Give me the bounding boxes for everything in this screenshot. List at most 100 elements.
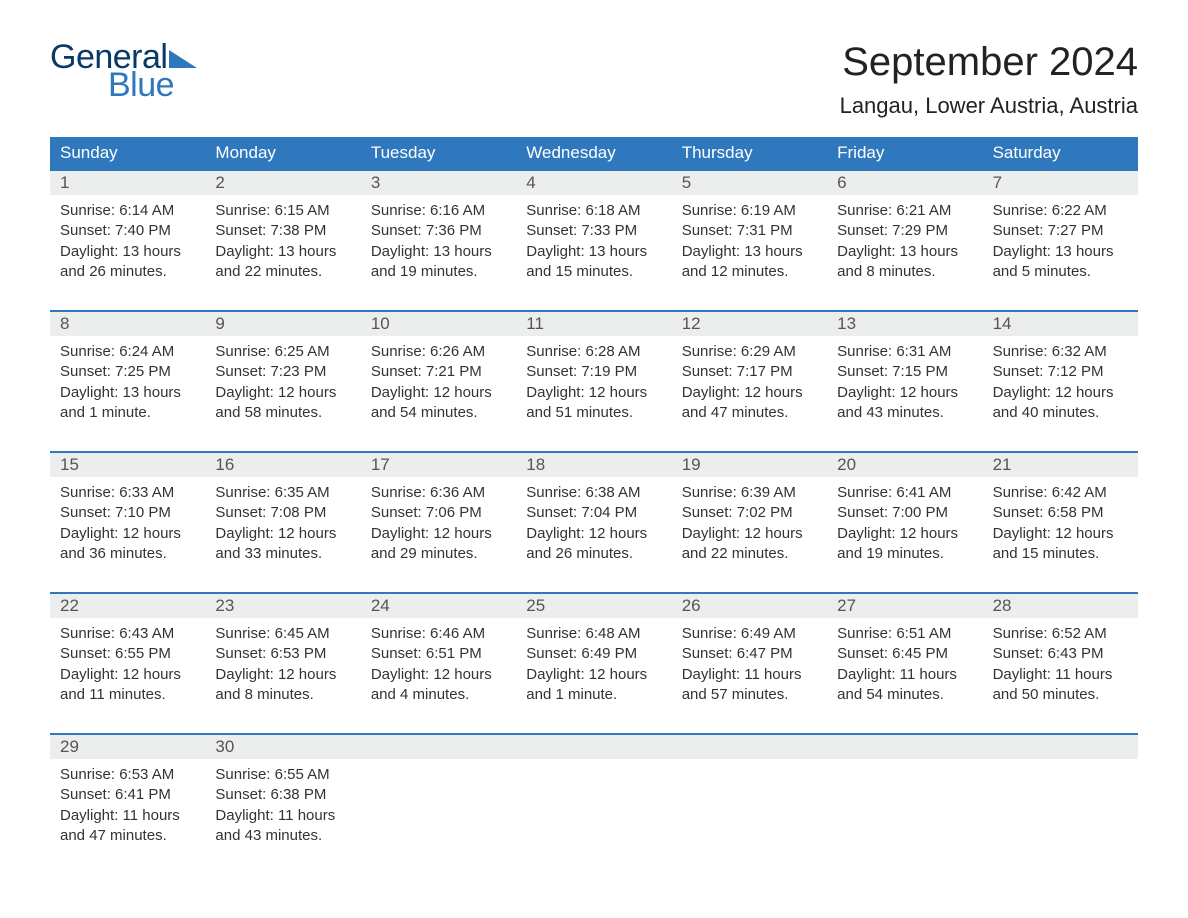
day-number: 3 [361, 171, 516, 195]
sunrise-line: Sunrise: 6:15 AM [215, 201, 350, 221]
sunset-line: Sunset: 7:15 PM [837, 362, 972, 382]
sunrise-line: Sunrise: 6:41 AM [837, 483, 972, 503]
month-title: September 2024 [840, 40, 1138, 85]
day-cell: Sunrise: 6:55 AMSunset: 6:38 PMDaylight:… [205, 759, 360, 856]
daylight-line: Daylight: 13 hours and 5 minutes. [993, 242, 1128, 283]
week-row: 891011121314Sunrise: 6:24 AMSunset: 7:25… [50, 310, 1138, 433]
daylight-line: Daylight: 12 hours and 22 minutes. [682, 524, 817, 565]
sunrise-line: Sunrise: 6:32 AM [993, 342, 1128, 362]
sunrise-line: Sunrise: 6:22 AM [993, 201, 1128, 221]
sunset-line: Sunset: 6:53 PM [215, 644, 350, 664]
sunset-line: Sunset: 7:36 PM [371, 221, 506, 241]
day-cell: Sunrise: 6:16 AMSunset: 7:36 PMDaylight:… [361, 195, 516, 292]
day-cell: Sunrise: 6:32 AMSunset: 7:12 PMDaylight:… [983, 336, 1138, 433]
sunrise-line: Sunrise: 6:14 AM [60, 201, 195, 221]
daylight-line: Daylight: 12 hours and 11 minutes. [60, 665, 195, 706]
day-number [516, 735, 671, 759]
day-number: 18 [516, 453, 671, 477]
sunrise-line: Sunrise: 6:29 AM [682, 342, 817, 362]
day-cell: Sunrise: 6:35 AMSunset: 7:08 PMDaylight:… [205, 477, 360, 574]
daylight-line: Daylight: 11 hours and 54 minutes. [837, 665, 972, 706]
day-number: 10 [361, 312, 516, 336]
day-cell: Sunrise: 6:46 AMSunset: 6:51 PMDaylight:… [361, 618, 516, 715]
sunset-line: Sunset: 6:41 PM [60, 785, 195, 805]
sunrise-line: Sunrise: 6:46 AM [371, 624, 506, 644]
day-number: 16 [205, 453, 360, 477]
dow-saturday: Saturday [983, 137, 1138, 169]
day-cell [672, 759, 827, 856]
dow-thursday: Thursday [672, 137, 827, 169]
daylight-line: Daylight: 12 hours and 33 minutes. [215, 524, 350, 565]
location: Langau, Lower Austria, Austria [840, 93, 1138, 119]
logo-word2: Blue [108, 68, 197, 102]
sunrise-line: Sunrise: 6:49 AM [682, 624, 817, 644]
sunset-line: Sunset: 6:43 PM [993, 644, 1128, 664]
day-number: 28 [983, 594, 1138, 618]
sunset-line: Sunset: 7:06 PM [371, 503, 506, 523]
dow-wednesday: Wednesday [516, 137, 671, 169]
day-cell: Sunrise: 6:42 AMSunset: 6:58 PMDaylight:… [983, 477, 1138, 574]
day-number: 20 [827, 453, 982, 477]
calendar: Sunday Monday Tuesday Wednesday Thursday… [50, 137, 1138, 856]
daynum-row: 891011121314 [50, 312, 1138, 336]
daynum-row: 22232425262728 [50, 594, 1138, 618]
daylight-line: Daylight: 12 hours and 43 minutes. [837, 383, 972, 424]
sunrise-line: Sunrise: 6:43 AM [60, 624, 195, 644]
daylight-line: Daylight: 12 hours and 4 minutes. [371, 665, 506, 706]
daylight-line: Daylight: 12 hours and 26 minutes. [526, 524, 661, 565]
day-cell: Sunrise: 6:31 AMSunset: 7:15 PMDaylight:… [827, 336, 982, 433]
dow-friday: Friday [827, 137, 982, 169]
daynum-row: 15161718192021 [50, 453, 1138, 477]
sunset-line: Sunset: 7:10 PM [60, 503, 195, 523]
day-number: 7 [983, 171, 1138, 195]
sunrise-line: Sunrise: 6:52 AM [993, 624, 1128, 644]
sunrise-line: Sunrise: 6:45 AM [215, 624, 350, 644]
sunset-line: Sunset: 7:27 PM [993, 221, 1128, 241]
day-number: 15 [50, 453, 205, 477]
day-number [361, 735, 516, 759]
day-cell [827, 759, 982, 856]
day-cell: Sunrise: 6:21 AMSunset: 7:29 PMDaylight:… [827, 195, 982, 292]
daynum-row: 2930 [50, 735, 1138, 759]
day-number: 25 [516, 594, 671, 618]
day-cell: Sunrise: 6:36 AMSunset: 7:06 PMDaylight:… [361, 477, 516, 574]
sunset-line: Sunset: 7:00 PM [837, 503, 972, 523]
daylight-line: Daylight: 12 hours and 58 minutes. [215, 383, 350, 424]
sunset-line: Sunset: 7:29 PM [837, 221, 972, 241]
day-number: 13 [827, 312, 982, 336]
sunset-line: Sunset: 6:49 PM [526, 644, 661, 664]
sunrise-line: Sunrise: 6:21 AM [837, 201, 972, 221]
sunset-line: Sunset: 7:04 PM [526, 503, 661, 523]
week-row: 1234567Sunrise: 6:14 AMSunset: 7:40 PMDa… [50, 169, 1138, 292]
day-number: 17 [361, 453, 516, 477]
sunrise-line: Sunrise: 6:16 AM [371, 201, 506, 221]
dow-row: Sunday Monday Tuesday Wednesday Thursday… [50, 137, 1138, 169]
daylight-line: Daylight: 12 hours and 15 minutes. [993, 524, 1128, 565]
daylight-line: Daylight: 12 hours and 54 minutes. [371, 383, 506, 424]
day-number: 19 [672, 453, 827, 477]
sunrise-line: Sunrise: 6:48 AM [526, 624, 661, 644]
sunrise-line: Sunrise: 6:25 AM [215, 342, 350, 362]
week-row: 2930Sunrise: 6:53 AMSunset: 6:41 PMDayli… [50, 733, 1138, 856]
day-cell: Sunrise: 6:43 AMSunset: 6:55 PMDaylight:… [50, 618, 205, 715]
day-cell: Sunrise: 6:41 AMSunset: 7:00 PMDaylight:… [827, 477, 982, 574]
dow-sunday: Sunday [50, 137, 205, 169]
daynum-row: 1234567 [50, 171, 1138, 195]
sunrise-line: Sunrise: 6:36 AM [371, 483, 506, 503]
day-cell [361, 759, 516, 856]
daylight-line: Daylight: 11 hours and 47 minutes. [60, 806, 195, 847]
daylight-line: Daylight: 13 hours and 19 minutes. [371, 242, 506, 283]
sunset-line: Sunset: 6:45 PM [837, 644, 972, 664]
sunrise-line: Sunrise: 6:19 AM [682, 201, 817, 221]
daylight-line: Daylight: 11 hours and 50 minutes. [993, 665, 1128, 706]
sunrise-line: Sunrise: 6:31 AM [837, 342, 972, 362]
sunset-line: Sunset: 6:55 PM [60, 644, 195, 664]
sunrise-line: Sunrise: 6:18 AM [526, 201, 661, 221]
sunset-line: Sunset: 7:19 PM [526, 362, 661, 382]
page-header: General Blue September 2024 Langau, Lowe… [50, 40, 1138, 119]
day-number [983, 735, 1138, 759]
sunrise-line: Sunrise: 6:26 AM [371, 342, 506, 362]
day-cell: Sunrise: 6:52 AMSunset: 6:43 PMDaylight:… [983, 618, 1138, 715]
sunset-line: Sunset: 7:23 PM [215, 362, 350, 382]
day-number: 14 [983, 312, 1138, 336]
